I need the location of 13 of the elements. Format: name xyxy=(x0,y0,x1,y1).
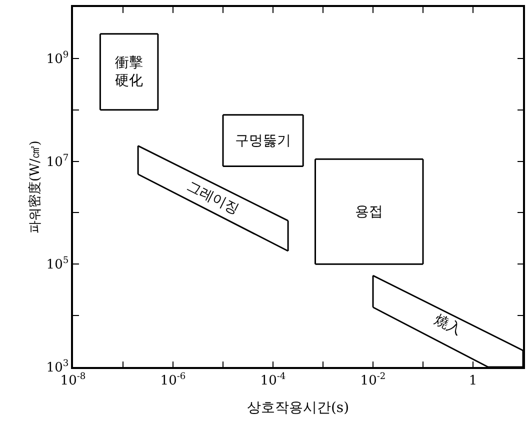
annotation: 구멍뚫기 xyxy=(235,133,291,149)
y-tick-label: 10$^{5}$ xyxy=(46,256,69,273)
annotation: 燒入 xyxy=(432,312,464,338)
annotation: 용접 xyxy=(355,204,383,220)
x-tick-label: 10$^{-4}$ xyxy=(260,372,286,388)
y-tick-label: 10$^{7}$ xyxy=(46,153,69,170)
x-tick-label: 10$^{-2}$ xyxy=(360,372,386,388)
annotation: 衝擊硬化 xyxy=(115,55,143,90)
x-tick-label: 1 xyxy=(468,373,478,388)
x-tick-label: 10$^{-6}$ xyxy=(160,372,186,388)
y-axis-title: 파워密度(W/㎠) xyxy=(26,140,43,234)
x-axis-title: 상호작용시간(s) xyxy=(246,400,350,416)
y-tick-label: 10$^{9}$ xyxy=(46,50,69,67)
